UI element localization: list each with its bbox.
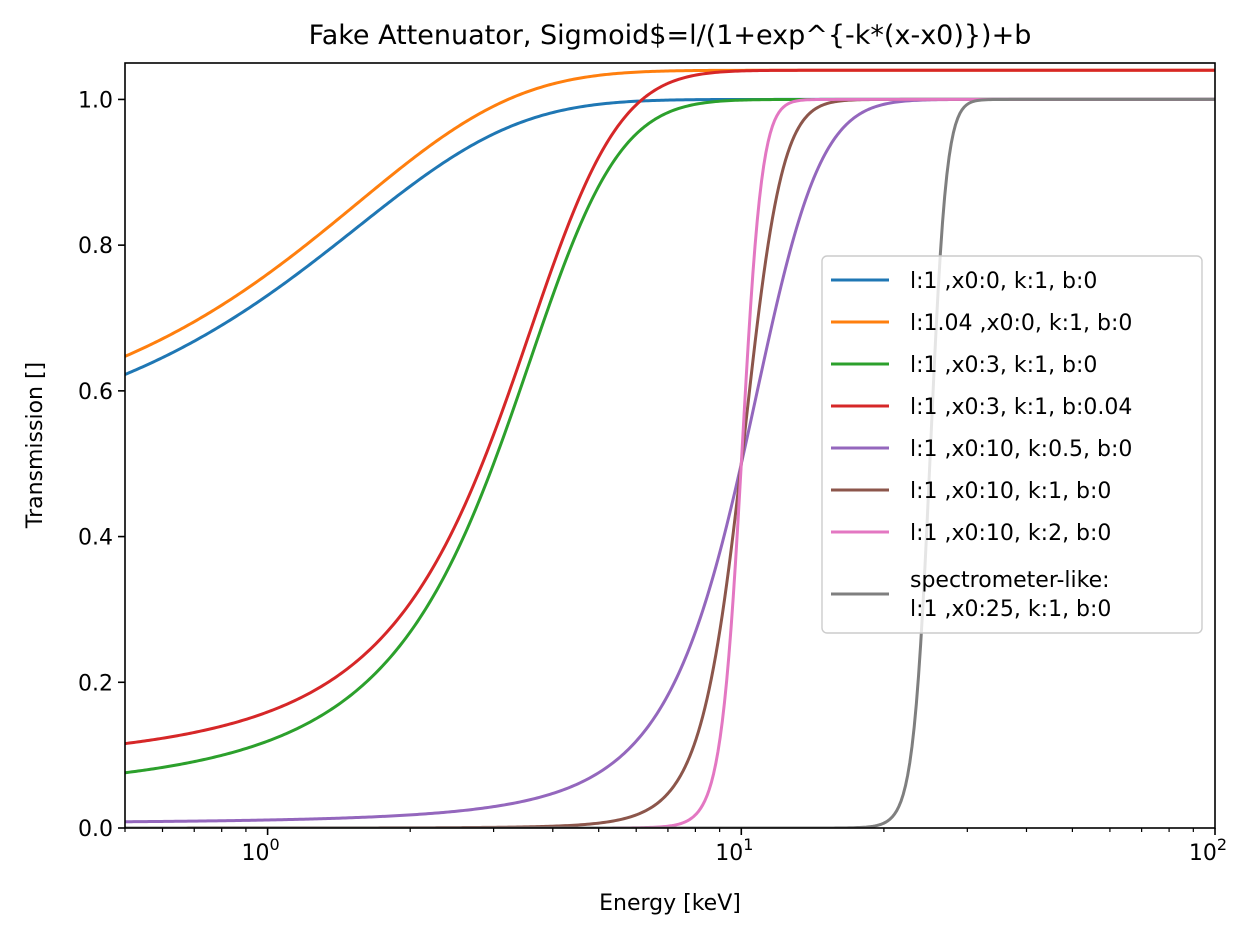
- x-tick-label: 102: [1189, 835, 1227, 866]
- x-axis-label: Energy [keV]: [599, 891, 741, 916]
- legend-label-8-line-1: spectrometer-like:: [910, 568, 1110, 593]
- y-axis-label: Transmission []: [23, 362, 48, 529]
- y-tick-label: 0.6: [78, 380, 113, 405]
- legend-label-5: l:1 ,x0:10, k:0.5, b:0: [910, 437, 1132, 462]
- x-tick-label: 100: [242, 835, 280, 866]
- legend-label-6: l:1 ,x0:10, k:1, b:0: [910, 479, 1111, 504]
- legend-label-7: l:1 ,x0:10, k:2, b:0: [910, 521, 1111, 546]
- y-tick-label: 0.2: [78, 671, 113, 696]
- y-tick-label: 0.8: [78, 234, 113, 259]
- x-tick-label: 101: [715, 835, 753, 866]
- legend-label-1: l:1 ,x0:0, k:1, b:0: [910, 269, 1097, 294]
- legend-label-4: l:1 ,x0:3, k:1, b:0.04: [910, 395, 1132, 420]
- y-tick-label: 0.0: [78, 817, 113, 842]
- legend-label-3: l:1 ,x0:3, k:1, b:0: [910, 353, 1097, 378]
- series-line-8: [125, 97, 1215, 828]
- y-tick-label: 0.4: [78, 526, 113, 551]
- legend: l:1 ,x0:0, k:1, b:0 l:1.04 ,x0:0, k:1, b:…: [821, 255, 1203, 634]
- legend-box: [821, 255, 1203, 634]
- legend-label-2: l:1.04 ,x0:0, k:1, b:0: [910, 311, 1132, 336]
- legend-label-8-line-2: l:1 ,x0:25, k:1, b:0: [910, 597, 1111, 622]
- chart-title: Fake Attenuator, Sigmoid$=l/(1+exp^{-k*(…: [309, 20, 1032, 51]
- plot-frame: [124, 62, 1216, 829]
- y-tick-label: 1.0: [78, 88, 113, 113]
- series-line-4: [125, 68, 1215, 746]
